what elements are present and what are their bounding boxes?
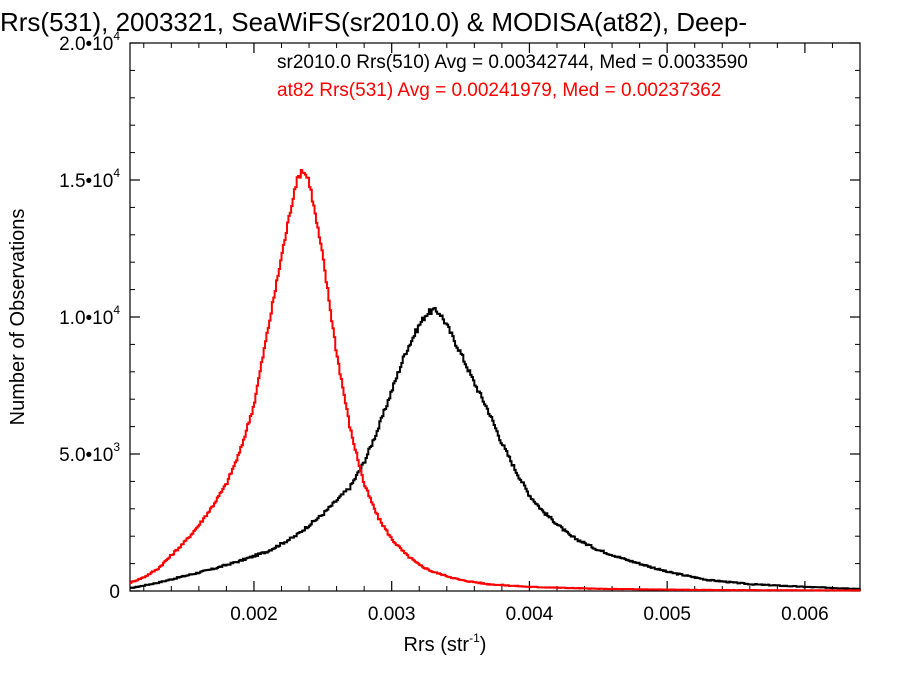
legend-entry-red: at82 Rrs(531) Avg = 0.00241979, Med = 0.… [277, 80, 721, 101]
x-tick-label: 0.002 [230, 604, 278, 625]
x-axis: 0.002 0.003 0.004 0.005 0.006 [143, 43, 861, 625]
x-tick-label: 0.004 [506, 604, 554, 625]
x-tick-label: 0.006 [781, 604, 829, 625]
series-layer [130, 168, 861, 592]
y-tick-label: 5.0•103 [59, 440, 120, 466]
x-tick-label: 0.005 [643, 604, 691, 625]
y-tick-label: 0 [109, 582, 120, 603]
plot-frame [129, 42, 861, 592]
series-line [130, 168, 861, 592]
y-tick-label: 2.0•104 [59, 29, 120, 55]
x-axis-label: Rrs (str-1) [404, 631, 487, 656]
y-tick-label: 1.5•104 [59, 166, 120, 192]
x-tick-label: 0.003 [368, 604, 416, 625]
chart-title: Rrs(531), 2003321, SeaWiFS(sr2010.0) & M… [0, 7, 747, 37]
series-line [130, 307, 861, 590]
y-tick-label: 1.0•104 [59, 303, 120, 329]
y-axis: 0 5.0•103 1.0•104 1.5•104 2.0•104 [59, 29, 860, 603]
legend-entry-black: sr2010.0 Rrs(510) Avg = 0.00342744, Med … [277, 52, 748, 73]
y-axis-label: Number of Observations [7, 209, 29, 426]
